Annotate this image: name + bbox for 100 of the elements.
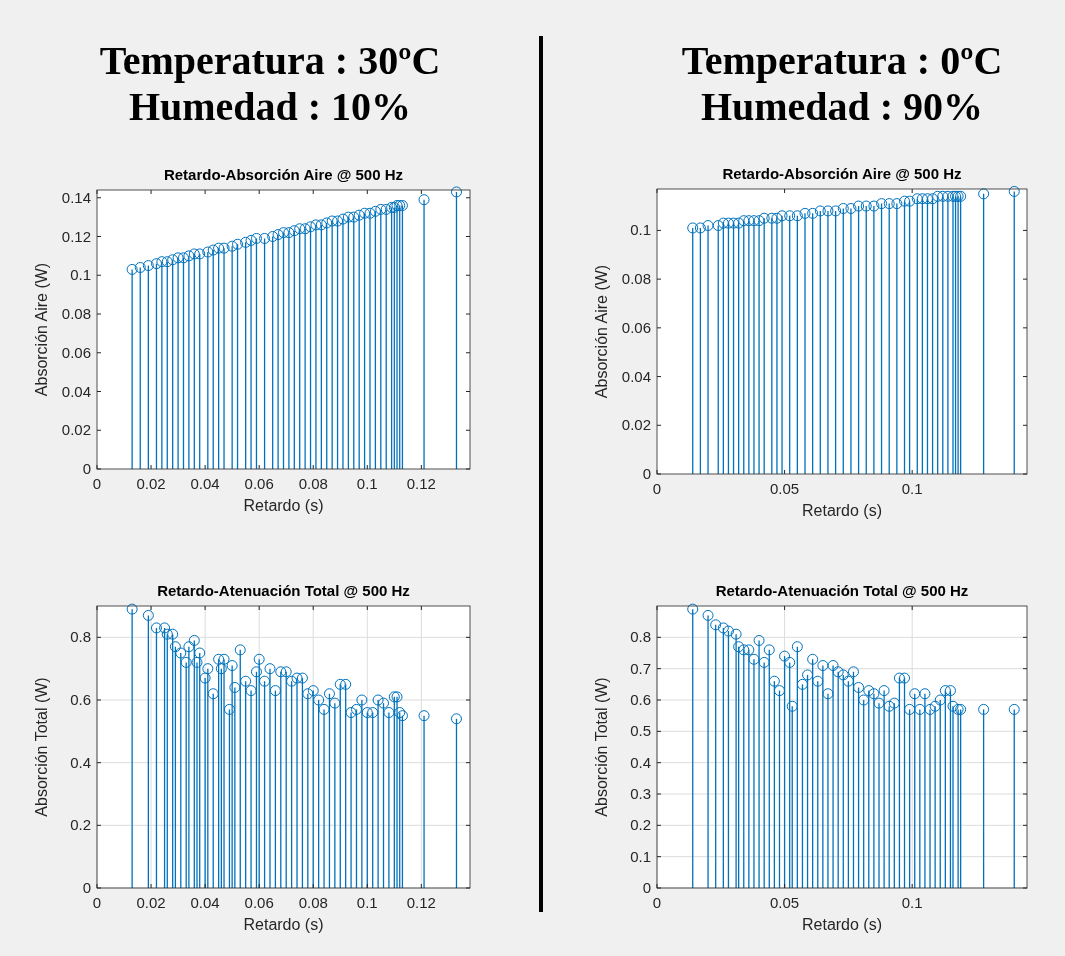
point bbox=[876, 198, 888, 210]
point bbox=[799, 207, 811, 219]
point bbox=[213, 653, 225, 665]
point bbox=[939, 685, 951, 697]
point bbox=[240, 236, 252, 248]
point bbox=[830, 205, 842, 217]
point bbox=[934, 694, 946, 706]
point bbox=[367, 707, 379, 719]
text: Temperatura : 30ºC bbox=[99, 38, 441, 83]
text: Humedad : 10% bbox=[128, 84, 412, 129]
point bbox=[202, 663, 214, 675]
point bbox=[753, 634, 765, 646]
point bbox=[722, 217, 734, 229]
point bbox=[313, 694, 325, 706]
point bbox=[167, 628, 179, 640]
point bbox=[194, 647, 206, 659]
point bbox=[807, 207, 819, 219]
point bbox=[763, 644, 775, 656]
point bbox=[175, 647, 187, 659]
y-tick-label: 0.8 bbox=[630, 628, 651, 646]
point bbox=[687, 603, 699, 615]
x-axis-title: Retardo (s) bbox=[243, 497, 324, 514]
point bbox=[286, 675, 298, 687]
y-tick-label: 0.6 bbox=[70, 691, 91, 708]
point bbox=[978, 703, 990, 715]
y-tick-label: 0.04 bbox=[61, 382, 91, 400]
point bbox=[202, 246, 214, 258]
point bbox=[191, 656, 203, 668]
y-tick-label: 0.02 bbox=[621, 416, 651, 434]
y-tick-label: 0.2 bbox=[630, 816, 651, 834]
point bbox=[296, 672, 308, 684]
x-tick-label: 0.08 bbox=[298, 894, 328, 911]
point bbox=[694, 222, 706, 234]
point bbox=[758, 212, 770, 224]
point bbox=[753, 215, 765, 227]
point bbox=[267, 231, 279, 242]
x-tick-label: 0.1 bbox=[901, 480, 923, 497]
point bbox=[937, 190, 949, 202]
point bbox=[827, 660, 839, 672]
point bbox=[372, 694, 384, 706]
point bbox=[207, 244, 219, 256]
point bbox=[299, 223, 311, 235]
point bbox=[272, 229, 284, 241]
point bbox=[784, 210, 796, 222]
chart-title: Retardo-Absorción Aire @ 500 Hz bbox=[722, 165, 962, 182]
point bbox=[183, 641, 195, 653]
y-axis-title: Absorción Total (W) bbox=[593, 677, 610, 817]
point bbox=[232, 238, 244, 250]
point bbox=[305, 221, 317, 233]
point bbox=[142, 609, 154, 621]
y-tick-label: 0 bbox=[82, 879, 91, 896]
x-axis-title: Retardo (s) bbox=[801, 916, 883, 933]
x-tick-label: 0.04 bbox=[190, 475, 220, 492]
y-tick-label: 0.3 bbox=[630, 785, 651, 802]
point bbox=[288, 225, 300, 237]
point bbox=[361, 707, 373, 719]
point bbox=[837, 202, 849, 214]
point bbox=[280, 666, 292, 678]
y-tick-label: 0 bbox=[82, 460, 91, 477]
point bbox=[253, 653, 265, 665]
point bbox=[250, 232, 262, 244]
point bbox=[738, 644, 750, 656]
point bbox=[245, 234, 257, 246]
point bbox=[858, 694, 870, 706]
point bbox=[914, 703, 926, 715]
point bbox=[717, 622, 729, 634]
y-tick-label: 0.4 bbox=[70, 753, 91, 771]
point bbox=[150, 258, 162, 270]
point bbox=[891, 198, 903, 210]
point bbox=[161, 256, 173, 268]
point bbox=[356, 694, 368, 706]
point bbox=[919, 688, 931, 700]
point bbox=[375, 203, 387, 215]
chart-title: Retardo-Absorción Aire @ 500 Hz bbox=[163, 166, 404, 183]
point bbox=[240, 675, 252, 687]
point bbox=[860, 200, 872, 212]
point bbox=[929, 700, 941, 712]
point bbox=[226, 660, 238, 672]
point bbox=[332, 215, 344, 227]
point bbox=[167, 254, 179, 266]
point bbox=[932, 190, 944, 202]
point bbox=[294, 223, 306, 235]
point bbox=[702, 609, 714, 621]
y-tick-label: 0.08 bbox=[621, 270, 651, 288]
point bbox=[359, 207, 371, 219]
point bbox=[822, 688, 834, 700]
point bbox=[418, 194, 430, 206]
point bbox=[944, 685, 956, 697]
point bbox=[348, 211, 360, 223]
point bbox=[687, 222, 699, 234]
point bbox=[183, 250, 195, 262]
point bbox=[250, 666, 262, 678]
x-axis-title: Retardo (s) bbox=[801, 502, 883, 519]
x-tick-label: 0.02 bbox=[136, 894, 166, 911]
point bbox=[180, 656, 192, 668]
y-tick-label: 0.8 bbox=[70, 628, 91, 646]
point bbox=[321, 217, 333, 229]
point bbox=[450, 713, 462, 725]
point bbox=[213, 242, 225, 254]
point bbox=[188, 634, 200, 646]
